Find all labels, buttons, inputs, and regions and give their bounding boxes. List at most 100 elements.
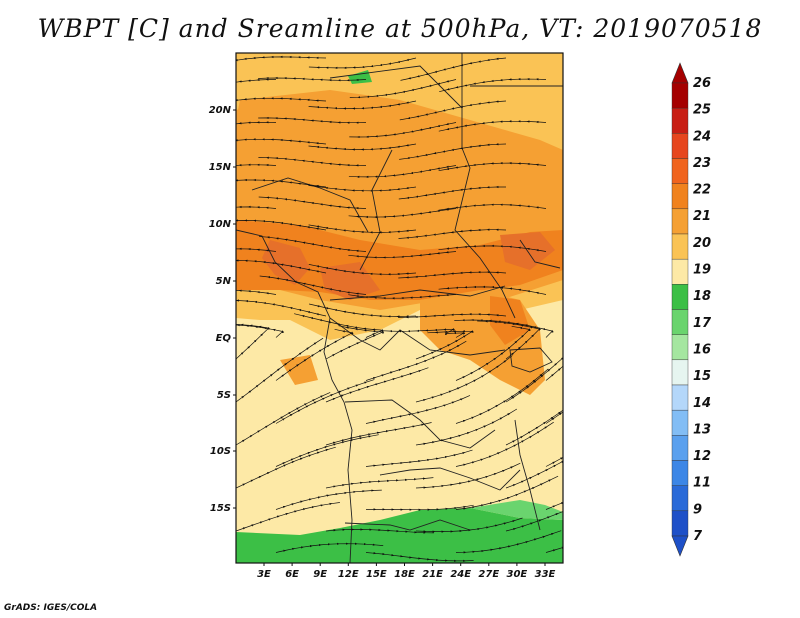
latitude-label: EQ	[216, 333, 232, 344]
streamline	[365, 552, 474, 563]
colorbar-top-arrow	[671, 62, 689, 84]
streamline	[348, 208, 457, 219]
colorbar-swatch	[671, 107, 689, 134]
colorbar-label: 17	[693, 316, 712, 331]
colorbar-label: 25	[693, 103, 711, 118]
streamline	[398, 185, 506, 200]
streamline	[365, 395, 471, 424]
streamline	[236, 58, 237, 59]
streamline	[399, 100, 507, 121]
colorbar-swatch	[671, 309, 689, 335]
colorbar-swatch	[671, 258, 689, 285]
colorbar-label: 18	[693, 289, 711, 304]
longitude-label: 18E	[394, 569, 415, 580]
streamline	[365, 504, 474, 511]
colorbar-label: 22	[693, 183, 711, 198]
streamline	[258, 156, 367, 167]
streamline	[236, 78, 277, 96]
colorbar-swatch	[671, 133, 689, 159]
colorbar-swatch	[671, 82, 689, 109]
streamline	[365, 449, 473, 467]
streamline	[236, 315, 237, 316]
colorbar-label: 20	[693, 236, 711, 251]
colorbar-label: 7	[693, 529, 703, 544]
grads-credit: GrADS: IGES/COLA	[4, 603, 98, 613]
streamline	[308, 100, 417, 110]
longitude-label: 15E	[366, 569, 387, 580]
streamline	[236, 219, 327, 231]
streamline	[236, 187, 237, 188]
longitude-label: 9E	[313, 569, 327, 580]
streamline	[438, 120, 547, 132]
longitude-label: 6E	[285, 569, 299, 580]
streamline	[308, 185, 417, 192]
colorbar-bottom-arrow	[671, 535, 689, 557]
streamline	[348, 293, 457, 300]
streamline	[455, 475, 559, 510]
colorbar-swatch	[671, 409, 689, 436]
colorbar-swatch	[671, 158, 689, 184]
streamline	[325, 477, 434, 489]
streamline	[348, 165, 457, 179]
streamline	[236, 230, 237, 231]
streamline	[308, 224, 417, 234]
streamline	[236, 502, 340, 532]
colorbar-swatch	[671, 435, 689, 461]
streamline	[505, 497, 563, 532]
colorbar-label: 15	[693, 369, 711, 384]
streamline	[348, 251, 457, 259]
streamline	[349, 79, 457, 99]
streamline	[259, 275, 367, 295]
colorbar-swatch	[671, 384, 689, 411]
latitude-label: 10S	[210, 446, 231, 457]
latitude-label: 5N	[216, 276, 232, 287]
longitude-label: 30E	[507, 569, 528, 580]
colorbar-label: 23	[693, 156, 711, 171]
streamline	[258, 76, 367, 82]
latitude-label: 15N	[209, 162, 232, 173]
streamline	[236, 337, 324, 403]
streamline	[438, 244, 547, 252]
streamline	[438, 285, 547, 295]
longitude-label: 24E	[450, 569, 471, 580]
colorbar-swatch	[671, 510, 689, 537]
streamline	[438, 161, 547, 172]
latitude-label: 15S	[210, 503, 231, 514]
colorbar-swatch	[671, 485, 689, 512]
longitude-label: 33E	[535, 569, 556, 580]
longitude-labels: 3E 6E 9E 12E 15E 18E 21E 24E 27E 30E 33E	[257, 563, 556, 580]
streamline	[275, 542, 384, 553]
streamline	[349, 122, 457, 139]
streamline	[236, 121, 277, 136]
streamline	[308, 264, 417, 276]
colorbar-label: 12	[693, 449, 711, 464]
colorbar-label: 14	[693, 396, 711, 411]
streamline	[398, 270, 507, 279]
colorbar: 26 25 24 23 22 21 20 19 18 17 16 15 14 13 12 11 9 7	[671, 62, 712, 557]
streamline	[236, 446, 336, 489]
streamline	[415, 517, 523, 533]
longitude-label: 12E	[338, 569, 359, 580]
streamline	[236, 299, 327, 317]
streamline	[399, 143, 507, 160]
colorbar-label: 24	[693, 129, 711, 144]
latitude-label: 5S	[217, 390, 231, 401]
streamline	[258, 196, 367, 210]
colorbar-swatch	[671, 183, 689, 210]
longitude-label: 21E	[422, 569, 443, 580]
streamline	[398, 313, 507, 319]
streamline	[325, 528, 434, 534]
streamline	[309, 303, 417, 318]
colorbar-swatch	[671, 460, 689, 486]
colorbar-swatch	[671, 334, 689, 361]
streamline	[236, 259, 327, 274]
streamline	[236, 247, 277, 255]
map-title: WBPT [C] and Sreamline at 500hPa, VT: 20…	[37, 14, 763, 43]
streamline	[400, 57, 507, 81]
latitude-labels: 20N 15N 10N 5N EQ 5S 10S 15S	[209, 105, 236, 514]
streamline	[398, 228, 507, 239]
streamline	[236, 144, 237, 145]
colorbar-swatch	[671, 359, 689, 386]
colorbar-label: 19	[693, 263, 711, 278]
colorbar-swatch	[671, 284, 689, 310]
